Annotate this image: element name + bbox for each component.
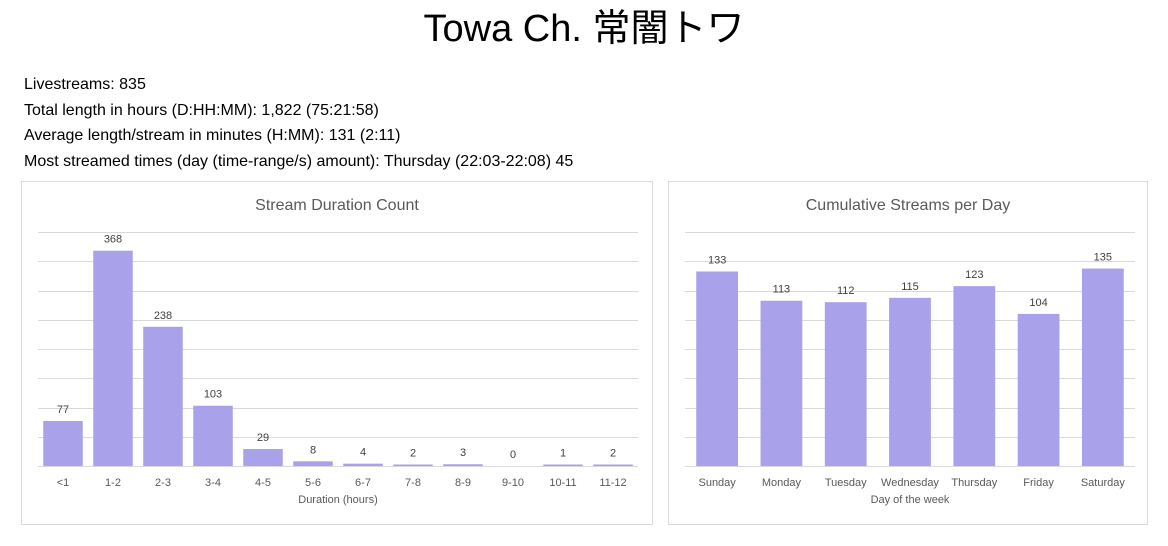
x-tick-label: 7-8 (405, 477, 421, 489)
stat-average-length: Average length/stream in minutes (H:MM):… (24, 123, 573, 149)
x-tick-label: 4-5 (255, 477, 271, 489)
data-label: 113 (773, 284, 791, 296)
stat-value: 835 (119, 76, 146, 93)
x-tick-label: Thursday (951, 477, 997, 489)
x-tick-label: 10-11 (549, 477, 576, 489)
data-label: 1 (560, 448, 566, 460)
stat-value: 1,822 (75:21:58) (261, 101, 379, 119)
data-label: 133 (708, 254, 726, 266)
bar (889, 297, 931, 466)
data-label: 135 (1094, 252, 1112, 264)
bar (760, 300, 803, 466)
stat-label: Total length in hours (D:HH:MM): (24, 101, 257, 119)
x-tick-label: Friday (1023, 477, 1054, 489)
bar (243, 449, 283, 466)
data-label: 77 (57, 404, 69, 416)
chart-title: Cumulative Streams per Day (806, 197, 1011, 214)
x-tick-label: <1 (57, 477, 70, 489)
x-tick-label: 6-7 (355, 477, 371, 489)
stat-label: Most streamed times (day (time-range/s) … (24, 152, 380, 170)
x-axis-title: Day of the week (871, 494, 950, 506)
data-label: 3 (460, 447, 466, 459)
stat-value: Thursday (22:03-22:08) 45 (383, 152, 574, 170)
stats-block: Livestreams: 835 Total length in hours (… (24, 72, 573, 174)
data-label: 112 (837, 285, 855, 297)
bar (43, 420, 83, 466)
x-tick-label: 3-4 (205, 477, 221, 489)
data-label: 29 (257, 432, 269, 444)
x-tick-label: 11-12 (599, 477, 626, 489)
data-label: 2 (410, 448, 416, 460)
data-label: 0 (510, 449, 516, 461)
chart-title: Stream Duration Count (255, 197, 419, 214)
bar (953, 286, 996, 466)
x-tick-label: 5-6 (305, 477, 321, 489)
bar (696, 271, 739, 466)
duration-chart-panel: Stream Duration Count 77 <1 368 1-2 238 2-3 103… (21, 181, 653, 525)
bar (824, 302, 867, 466)
bar (593, 464, 633, 466)
duration-chart: Stream Duration Count77<13681-22382-3103… (38, 197, 638, 506)
x-tick-label: Saturday (1081, 477, 1126, 489)
data-label: 4 (360, 447, 366, 459)
stat-label: Average length/stream in minutes (H:MM): (24, 127, 325, 144)
data-label: 368 (104, 234, 122, 246)
data-label: 104 (1029, 297, 1047, 309)
stat-total-length: Total length in hours (D:HH:MM): 1,822 (… (24, 98, 573, 124)
data-label: 103 (204, 389, 222, 401)
x-tick-label: 1-2 (105, 477, 121, 489)
weekday-chart-panel: Cumulative Streams per Day 133 Sunday 113 Mo… (668, 181, 1148, 525)
bar (1017, 313, 1060, 466)
bar (93, 250, 133, 466)
bar (1081, 268, 1124, 466)
bar (393, 464, 433, 466)
data-label: 115 (901, 281, 919, 293)
bar (543, 464, 583, 466)
x-tick-label: Tuesday (825, 477, 867, 489)
x-tick-label: Wednesday (881, 477, 939, 489)
x-tick-label: 9-10 (502, 477, 524, 489)
bar (193, 405, 233, 466)
data-label: 238 (154, 310, 172, 322)
stat-label: Livestreams: (24, 76, 115, 93)
weekday-chart: Cumulative Streams per Day 133 Sunday 113 Mo… (685, 197, 1135, 506)
page-title: Towa Ch. 常闇トワ (423, 8, 745, 50)
x-tick-label: 2-3 (155, 477, 171, 489)
data-label: 8 (310, 444, 316, 456)
stat-most-streamed: Most streamed times (day (time-range/s) … (24, 149, 573, 175)
bar (293, 461, 333, 466)
bar (143, 326, 183, 466)
x-axis-title: Duration (hours) (298, 494, 377, 506)
data-label: 2 (610, 448, 616, 460)
stat-livestreams: Livestreams: 835 (24, 72, 573, 98)
bar (343, 463, 383, 466)
x-tick-label: Sunday (698, 477, 736, 489)
stat-value: 131 (2:11) (328, 127, 401, 144)
x-tick-label: Monday (762, 477, 802, 489)
data-label: 123 (965, 269, 983, 281)
x-tick-label: 8-9 (455, 477, 471, 489)
bar (443, 464, 483, 466)
